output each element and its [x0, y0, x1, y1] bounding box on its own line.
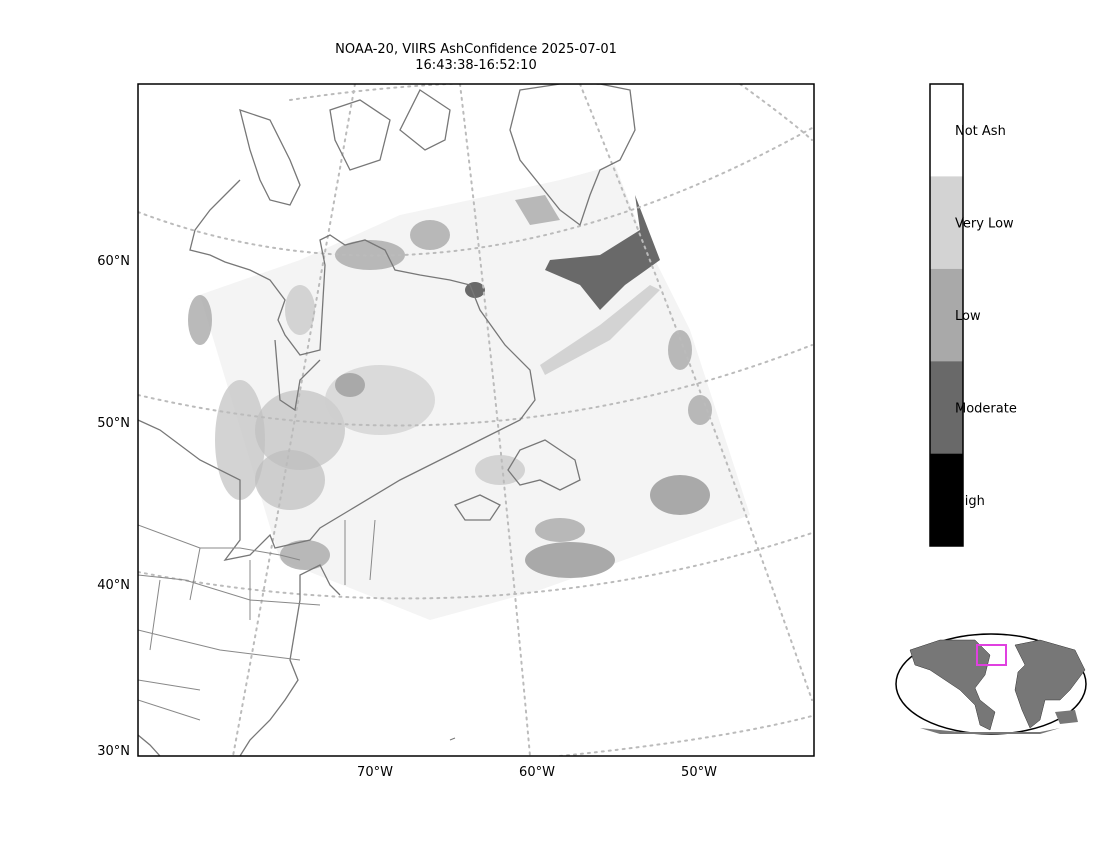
- lon-labels: 70°W 60°W 50°W: [357, 765, 717, 780]
- colorbar: Not Ash Very Low Low Moderate High: [929, 83, 1017, 547]
- lat-label: 30°N: [97, 744, 130, 759]
- colorbar-segment: [930, 268, 963, 362]
- colorbar-frame: [929, 83, 964, 547]
- lon-label: 50°W: [681, 765, 717, 780]
- colorbar-segment: [930, 361, 963, 454]
- title-line: 16:43:38-16:52:10: [415, 58, 536, 73]
- colorbar-label: Moderate: [955, 401, 1017, 416]
- colorbar-label: Low: [955, 309, 981, 324]
- colorbar-segment: [930, 84, 963, 177]
- lon-label: 60°W: [519, 765, 555, 780]
- lat-label: 40°N: [97, 578, 130, 593]
- colorbar-segment: [930, 176, 963, 269]
- colorbar-label: Not Ash: [955, 124, 1006, 139]
- map-frame: [137, 83, 815, 757]
- lat-label: 50°N: [97, 416, 130, 431]
- lat-label: 60°N: [97, 254, 130, 269]
- inset-globe: [895, 633, 1087, 735]
- lat-labels: 60°N 50°N 40°N 30°N: [97, 254, 130, 759]
- colorbar-segment: [930, 453, 963, 546]
- map: [138, 84, 813, 756]
- colorbar-label: Very Low: [955, 217, 1014, 232]
- lon-label: 70°W: [357, 765, 393, 780]
- ash-swath: [185, 165, 750, 620]
- title-line: NOAA-20, VIIRS AshConfidence 2025-07-01: [335, 42, 617, 57]
- colorbar-label: High: [955, 494, 985, 509]
